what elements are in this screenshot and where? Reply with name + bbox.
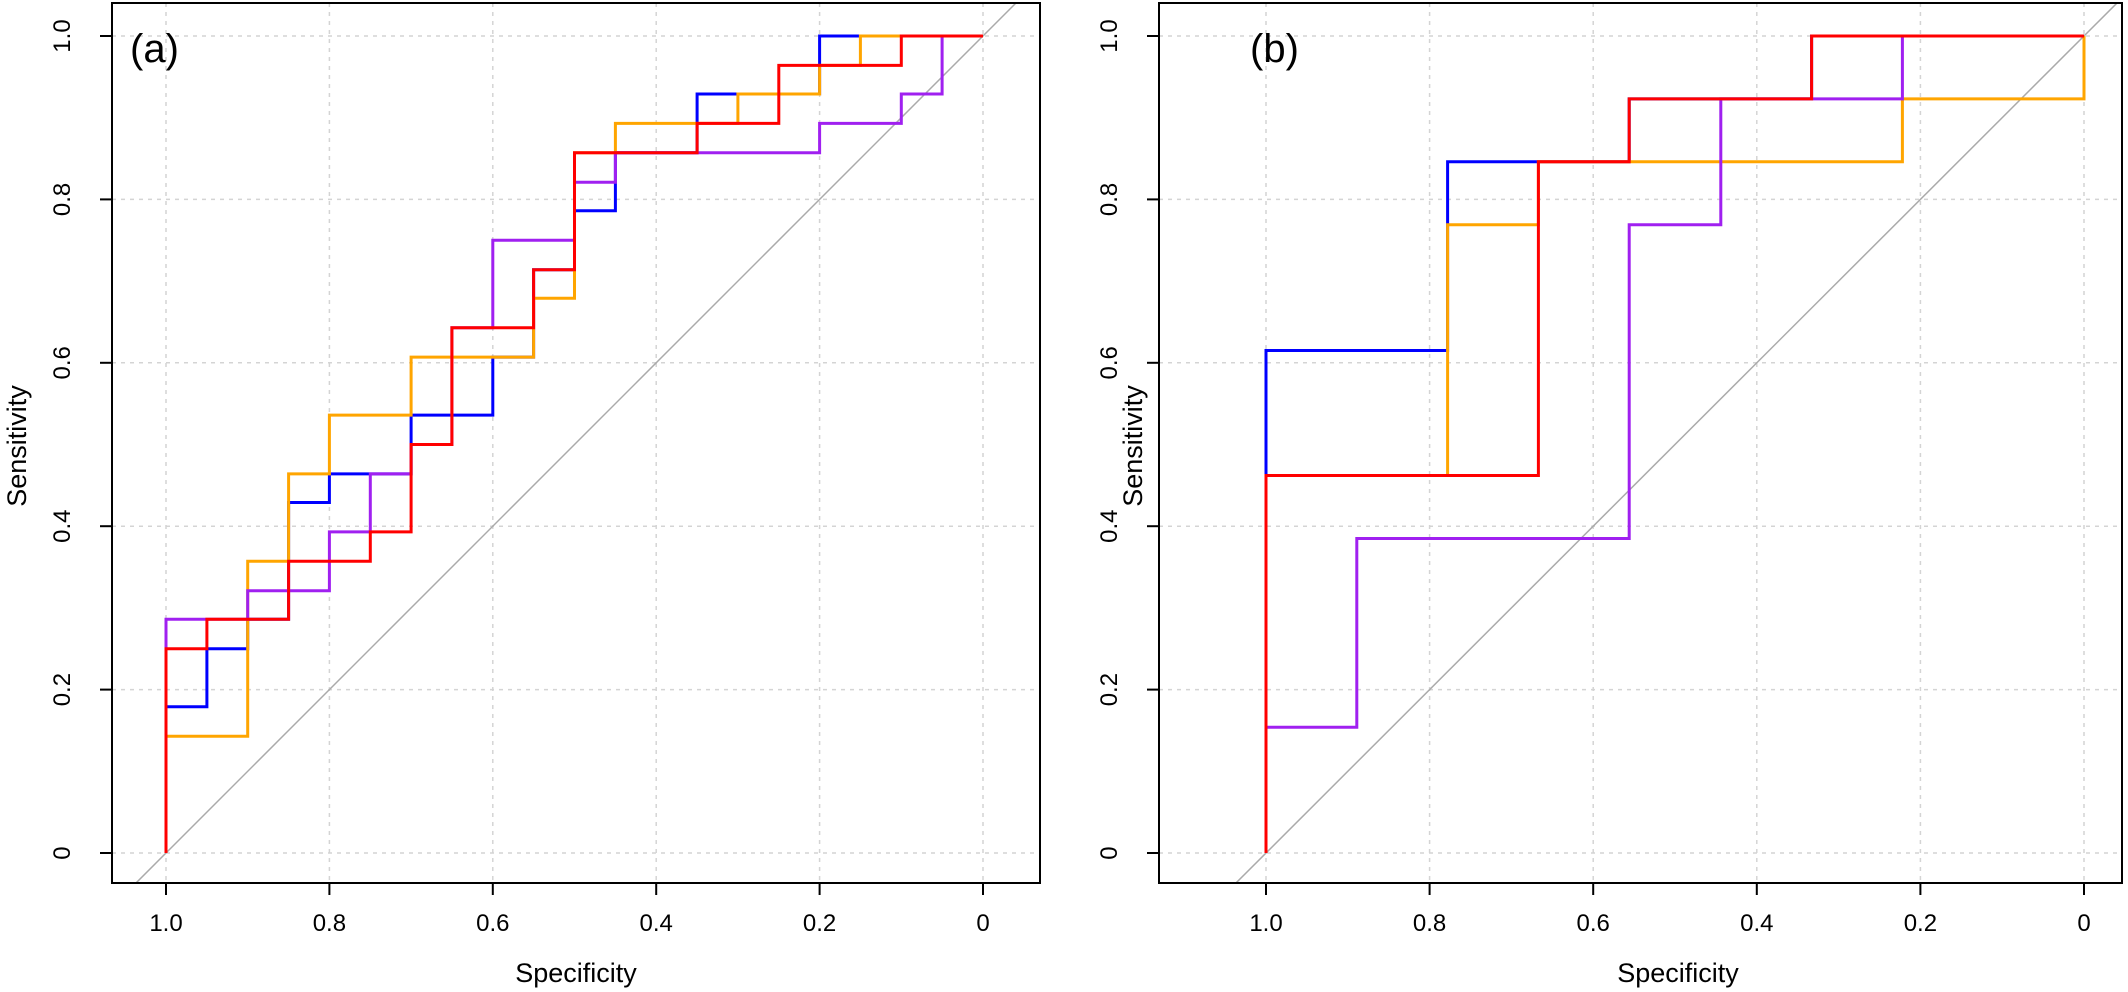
y-tick-label: 0.2 <box>1096 673 1123 706</box>
x-tick-label: 0.2 <box>803 910 836 937</box>
x-tick-label: 0.2 <box>1904 910 1937 937</box>
panel-label: (b) <box>1250 27 1299 71</box>
x-tick-label: 1.0 <box>149 910 182 937</box>
plot-frame <box>111 2 1041 884</box>
x-tick-label: 0.4 <box>640 910 673 937</box>
x-tick-label: 0.6 <box>1577 910 1610 937</box>
y-tick-label: 0.8 <box>49 183 76 216</box>
x-tick-label: 0 <box>2077 910 2090 937</box>
y-tick-label: 1.0 <box>1096 19 1123 52</box>
panel-a: 1.0 0.8 0.6 0.4 0.2 0 0 0.2 0.4 0.6 0.8 1.0 Specific… <box>2 2 1041 988</box>
y-tick-label: 0.6 <box>49 346 76 379</box>
roc-curve-series-3 <box>1264 34 2084 853</box>
y-axis-title: Sensitivity <box>2 385 32 507</box>
x-tick-label: 0.6 <box>476 910 509 937</box>
x-tick-label: 0.4 <box>1740 910 1773 937</box>
y-tick-label: 0 <box>1096 846 1123 859</box>
x-axis-title: Specificity <box>1617 958 1739 988</box>
y-axis-title: Sensitivity <box>1118 385 1148 507</box>
x-tick-label: 0.8 <box>1413 910 1446 937</box>
y-tick-label: 0 <box>49 846 76 859</box>
grid <box>112 3 1040 883</box>
y-tick-label: 0.6 <box>1096 346 1123 379</box>
roc-curve-series-4 <box>1264 34 2084 853</box>
y-tick-label: 0.8 <box>1096 183 1123 216</box>
x-tick-label: 1.0 <box>1249 910 1282 937</box>
roc-curve-series-4 <box>164 34 983 853</box>
y-tick-label: 0.4 <box>1096 510 1123 543</box>
x-tick-label: 0.8 <box>313 910 346 937</box>
x-tick-label: 0 <box>976 910 989 937</box>
x-axis-title: Specificity <box>515 958 637 988</box>
y-tick-label: 0.2 <box>49 673 76 706</box>
panel-b: 1.0 0.8 0.6 0.4 0.2 0 0 0.2 0.4 0.6 0.8 1.0 Specific… <box>1096 2 2123 988</box>
panel-label: (a) <box>130 27 179 71</box>
plot-frame <box>1158 2 2123 884</box>
y-tick-label: 1.0 <box>49 19 76 52</box>
y-tick-label: 0.4 <box>49 510 76 543</box>
reference-diagonal-line <box>1234 3 2119 883</box>
